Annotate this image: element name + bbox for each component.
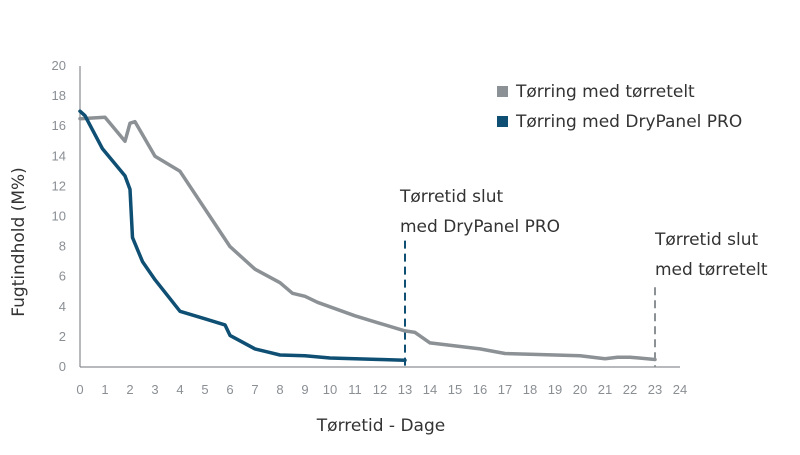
x-tick-label: 6 xyxy=(226,382,233,397)
annotation-text: med DryPanel PRO xyxy=(400,217,560,237)
x-tick-label: 16 xyxy=(473,382,487,397)
x-tick-label: 18 xyxy=(523,382,537,397)
y-tick-label: 18 xyxy=(52,88,66,103)
x-tick-label: 24 xyxy=(673,382,687,397)
legend-swatch xyxy=(497,86,508,97)
series-lines xyxy=(78,109,657,362)
x-tick-label: 17 xyxy=(498,382,512,397)
legend: Tørring med tørretelt Tørring med DryPane… xyxy=(497,82,742,132)
x-tick-label: 4 xyxy=(176,382,183,397)
annotation-text: Tørretid slut xyxy=(654,230,758,250)
series-line xyxy=(78,109,407,362)
legend-label: Tørring med DryPanel PRO xyxy=(515,112,742,132)
x-tick-label: 1 xyxy=(101,382,108,397)
y-axis-title: Fugtindhold (M%) xyxy=(9,167,29,317)
x-tick-label: 0 xyxy=(76,382,83,397)
x-tick-label: 12 xyxy=(373,382,387,397)
y-tick-label: 8 xyxy=(59,239,66,254)
x-tick-label: 23 xyxy=(648,382,662,397)
x-tick-label: 21 xyxy=(598,382,612,397)
x-tick-label: 7 xyxy=(251,382,258,397)
legend-label: Tørring med tørretelt xyxy=(515,82,695,102)
x-tick-label: 11 xyxy=(348,382,362,397)
x-tick-label: 9 xyxy=(301,382,308,397)
x-tick-label: 19 xyxy=(548,382,562,397)
y-tick-label: 20 xyxy=(52,58,66,73)
annotations: Tørretid slut med DryPanel PRO Tørretid sl… xyxy=(399,187,768,367)
y-tick-label: 16 xyxy=(52,118,66,133)
x-tick-label: 20 xyxy=(573,382,587,397)
x-tick-label: 2 xyxy=(126,382,133,397)
series-line xyxy=(78,115,657,362)
legend-swatch xyxy=(497,116,508,127)
y-tick-labels: 0 2 4 6 8 10 12 14 16 18 20 xyxy=(52,58,66,374)
y-tick-label: 0 xyxy=(59,359,66,374)
x-tick-label: 3 xyxy=(151,382,158,397)
y-tick-label: 2 xyxy=(59,329,66,344)
y-tick-label: 6 xyxy=(59,269,66,284)
x-tick-label: 22 xyxy=(623,382,637,397)
x-tick-label: 14 xyxy=(423,382,437,397)
x-tick-labels: 0 1 2 3 4 5 6 7 8 9 10 11 12 13 14 15 16 17 18 19 20 21 22 23 24 xyxy=(76,382,687,397)
annotation-text: Tørretid slut xyxy=(399,187,503,207)
y-tick-label: 14 xyxy=(52,148,66,163)
y-tick-label: 10 xyxy=(52,209,66,224)
annotation-text: med tørretelt xyxy=(655,260,768,280)
x-axis-title: Tørretid - Dage xyxy=(316,416,445,436)
x-tick-label: 5 xyxy=(201,382,208,397)
x-tick-label: 8 xyxy=(276,382,283,397)
y-tick-label: 12 xyxy=(52,178,66,193)
y-tick-label: 4 xyxy=(59,299,66,314)
x-tick-label: 13 xyxy=(398,382,412,397)
x-tick-label: 15 xyxy=(448,382,462,397)
axes xyxy=(79,66,680,368)
x-tick-label: 10 xyxy=(323,382,337,397)
